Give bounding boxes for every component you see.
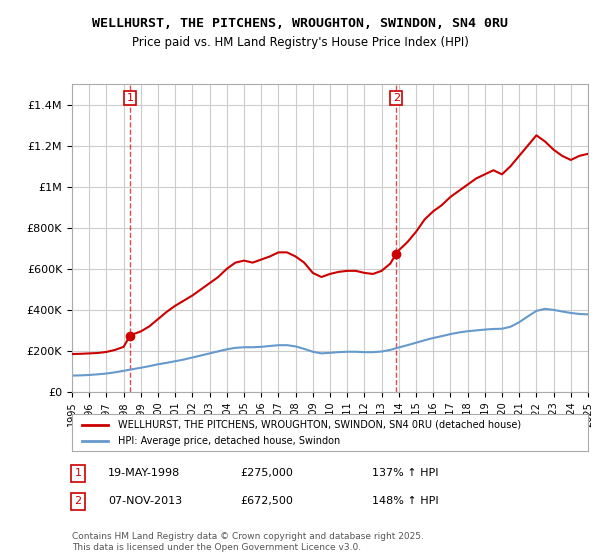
- Text: Contains HM Land Registry data © Crown copyright and database right 2025.
This d: Contains HM Land Registry data © Crown c…: [72, 532, 424, 552]
- Text: 1: 1: [74, 468, 82, 478]
- Text: 2: 2: [392, 93, 400, 103]
- Text: WELLHURST, THE PITCHENS, WROUGHTON, SWINDON, SN4 0RU (detached house): WELLHURST, THE PITCHENS, WROUGHTON, SWIN…: [118, 419, 521, 430]
- Text: 148% ↑ HPI: 148% ↑ HPI: [372, 496, 439, 506]
- Text: 19-MAY-1998: 19-MAY-1998: [108, 468, 180, 478]
- Text: HPI: Average price, detached house, Swindon: HPI: Average price, detached house, Swin…: [118, 436, 341, 446]
- Text: Price paid vs. HM Land Registry's House Price Index (HPI): Price paid vs. HM Land Registry's House …: [131, 36, 469, 49]
- Text: WELLHURST, THE PITCHENS, WROUGHTON, SWINDON, SN4 0RU: WELLHURST, THE PITCHENS, WROUGHTON, SWIN…: [92, 17, 508, 30]
- Text: 2: 2: [74, 496, 82, 506]
- Text: 07-NOV-2013: 07-NOV-2013: [108, 496, 182, 506]
- Text: 137% ↑ HPI: 137% ↑ HPI: [372, 468, 439, 478]
- Text: 1: 1: [127, 93, 134, 103]
- Text: £672,500: £672,500: [240, 496, 293, 506]
- Text: £275,000: £275,000: [240, 468, 293, 478]
